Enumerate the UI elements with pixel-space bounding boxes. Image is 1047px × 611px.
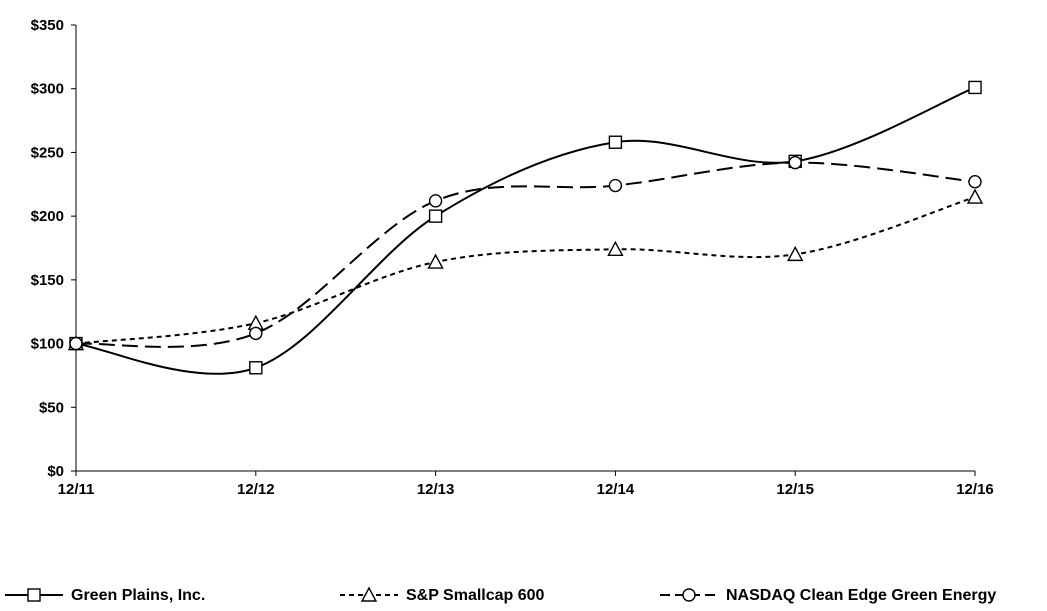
data-point-circle <box>788 155 802 170</box>
series-lines <box>75 86 976 375</box>
x-tick-label: 12/15 <box>776 481 814 498</box>
data-point-triangle <box>427 253 444 269</box>
data-point-circle <box>69 336 83 351</box>
data-point-triangle <box>787 245 804 262</box>
series-line-triangle <box>75 196 976 345</box>
legend-marker-circle <box>682 588 696 602</box>
y-tick-label: $150 <box>31 272 64 289</box>
legend-marker-triangle <box>360 586 378 602</box>
legend: Green Plains, Inc. S&P Smallcap 600 NASDAQ… <box>5 586 996 604</box>
x-tick-label: 12/11 <box>58 481 95 498</box>
y-tick-label: $50 <box>39 399 64 416</box>
legend-label: S&P Smallcap 600 <box>406 587 545 604</box>
y-tick-label: $100 <box>31 336 64 353</box>
y-tick-label: $200 <box>31 208 64 225</box>
legend-marker-square <box>27 588 41 602</box>
data-point-square <box>428 209 443 223</box>
series-line-square <box>75 86 976 375</box>
data-point-square <box>968 80 982 95</box>
data-point-circle <box>968 175 982 189</box>
y-tick-label: $300 <box>31 81 64 98</box>
x-tick-label: 12/16 <box>956 481 994 498</box>
series-line-circle <box>75 161 976 348</box>
chart-axes <box>75 25 975 472</box>
data-point-square <box>249 361 263 375</box>
data-point-triangle <box>607 240 624 256</box>
legend-label: Green Plains, Inc. <box>71 587 205 604</box>
x-tick-label: 12/13 <box>417 481 455 498</box>
y-tick-label: $0 <box>47 463 64 480</box>
x-axis-ticks: 12/11 12/12 12/13 12/14 12/15 12/16 <box>58 471 994 498</box>
series-markers <box>67 80 984 375</box>
data-point-circle <box>428 194 443 208</box>
x-tick-label: 12/12 <box>237 481 275 498</box>
y-tick-label: $250 <box>31 144 64 161</box>
data-point-triangle <box>966 188 984 204</box>
x-tick-label: 12/14 <box>597 481 635 498</box>
legend-label: NASDAQ Clean Edge Green Energy <box>726 587 996 604</box>
data-point-square <box>608 135 623 149</box>
y-axis-ticks: $0 $50 $100 $150 $200 $250 $300 $350 <box>31 17 76 480</box>
data-point-circle <box>608 178 623 193</box>
y-tick-label: $350 <box>31 17 64 34</box>
data-point-circle <box>249 326 263 341</box>
